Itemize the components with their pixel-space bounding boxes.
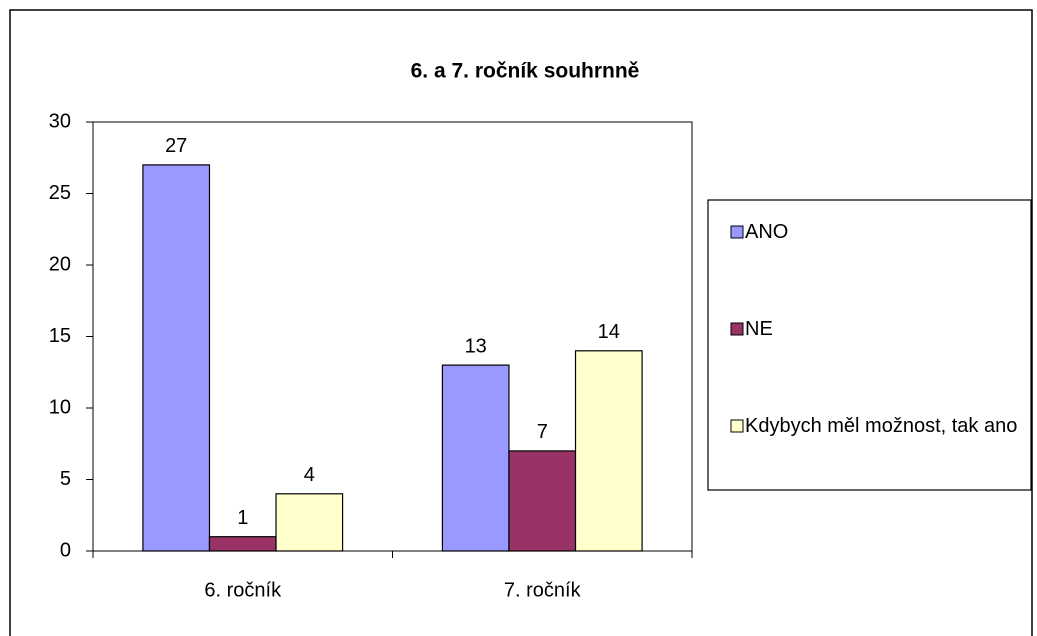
legend-label-box: ANO: [745, 221, 789, 243]
legend-label: Kdybych měl možnost, tak ano: [745, 415, 1018, 437]
y-tick-label: 10: [49, 396, 71, 418]
legend-swatch: [730, 322, 744, 336]
value-label: 7: [537, 421, 548, 443]
value-label: 14: [598, 321, 620, 343]
x-tick-label: 6. ročník: [204, 579, 282, 601]
legend-label-box: Kdybych měl možnost, tak ano: [745, 415, 1018, 437]
value-label: 1: [237, 507, 248, 529]
legend-label: NE: [745, 318, 773, 340]
legend-swatch: [730, 419, 744, 433]
value-label: 27: [165, 135, 187, 157]
y-tick-label: 5: [60, 468, 71, 490]
y-tick-label: 25: [49, 182, 71, 204]
bar: [508, 450, 577, 552]
chart-title: 6. a 7. ročník souhrnně: [411, 60, 640, 83]
y-tick-label: 30: [49, 110, 71, 132]
legend-label-box: NE: [745, 318, 773, 340]
bar: [208, 536, 277, 552]
bar: [441, 364, 510, 552]
bar: [574, 350, 643, 552]
value-label: 13: [465, 335, 487, 357]
legend-swatch: [730, 225, 744, 239]
value-label: 4: [304, 464, 315, 486]
legend: [707, 199, 1032, 491]
bar: [142, 164, 211, 552]
y-tick-label: 15: [49, 325, 71, 347]
x-tick-label: 7. ročník: [504, 579, 582, 601]
bar: [275, 493, 344, 552]
y-tick-label: 0: [60, 539, 71, 561]
y-tick-label: 20: [49, 253, 71, 275]
legend-label: ANO: [745, 221, 789, 243]
